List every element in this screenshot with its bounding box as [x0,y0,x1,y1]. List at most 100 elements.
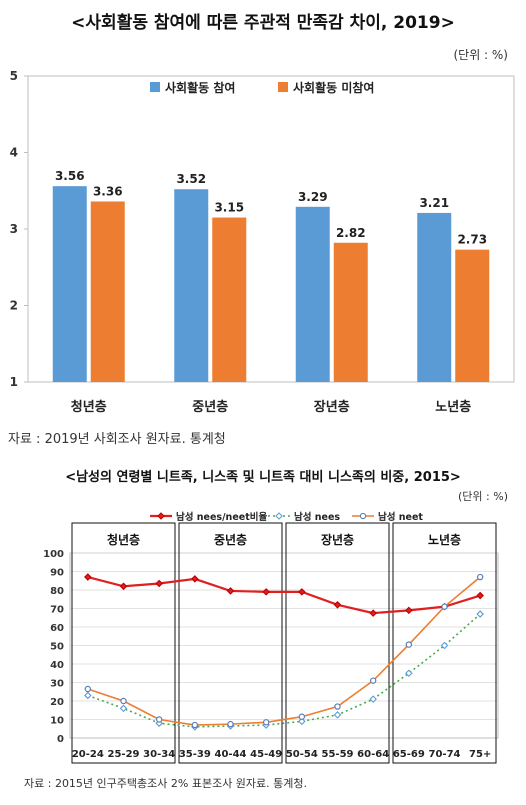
point-neet [441,603,448,610]
point-nees [191,723,199,731]
point-nees [476,610,484,618]
y-tick-label: 4 [10,146,18,160]
legend-label: 남성 nees/neet비율 [176,511,267,523]
data-label: 3.21 [419,196,449,210]
bar-non-participation [90,201,125,382]
point-neet [476,573,484,581]
bar-participation [174,189,209,382]
bar-participation [417,212,452,382]
point-neet [298,713,306,720]
point-nees-neet-ratio [191,575,199,583]
legend-marker [157,512,165,520]
y-tick-label: 3 [10,222,18,236]
bar-non-participation [333,242,368,382]
data-label: 2.82 [336,226,366,240]
x-tick-label: 청년층 [71,399,107,415]
age-group-label: 청년층 [107,532,140,547]
chart2-title: <남성의 연령별 니트족, 니스족 및 니트족 대비 니스족의 비중, 2015… [65,470,461,485]
age-group-label: 노년층 [428,532,461,547]
age-group-box [285,522,390,764]
x-tick-label: 장년층 [314,399,350,415]
point-nees [440,641,449,650]
bar-non-participation [212,217,247,382]
legend-marker [275,512,283,520]
y-tick-label: 60 [50,623,64,634]
data-label: 3.52 [176,172,206,186]
x-tick-label: 노년층 [435,399,471,415]
legend-label: 사회활동 미참여 [293,80,374,95]
point-nees-neet-ratio [405,606,413,615]
age-group-box [392,522,497,764]
y-tick-label: 2 [10,299,18,313]
series-line-neet [87,576,481,726]
chart1-source: 자료 : 2019년 사회조사 원자료. 통계청 [8,432,226,447]
y-tick-label: 5 [10,69,18,83]
point-nees [333,711,342,719]
x-tick-label: 50-54 [286,749,318,760]
x-tick-label: 60-64 [357,749,389,760]
point-neet [405,641,413,648]
point-nees [119,704,128,713]
y-tick-label: 1 [10,375,18,389]
point-nees [84,691,92,700]
data-label: 2.73 [457,233,487,247]
x-tick-label: 중년층 [192,399,228,415]
x-tick-label: 65-69 [393,749,425,760]
y-tick-label: 30 [50,679,64,690]
y-tick-label: 10 [50,716,64,727]
data-label: 3.29 [298,190,328,204]
point-nees [262,721,270,729]
legend-swatch [278,82,288,92]
point-neet [369,677,377,684]
point-nees-neet-ratio [476,591,484,600]
point-nees-neet-ratio [298,588,306,596]
point-neet [227,720,234,728]
age-group-box [178,522,283,764]
age-group-label: 장년층 [321,532,354,547]
point-neet [262,719,270,726]
bar-participation [295,206,330,382]
x-tick-label: 75+ [469,749,491,760]
point-nees-neet-ratio [333,601,342,609]
chart2-unit-note: (단위 : %) [458,490,508,503]
y-tick-label: 80 [50,586,64,597]
x-tick-label: 55-59 [322,749,354,760]
age-group-box [71,522,176,764]
y-tick-label: 0 [57,734,64,745]
point-neet [334,703,341,710]
point-nees-neet-ratio [226,587,235,595]
data-label: 3.56 [55,169,85,183]
data-label: 3.36 [93,184,123,198]
point-nees-neet-ratio [440,602,449,611]
x-tick-label: 35-39 [179,749,211,760]
point-nees [405,669,413,678]
chart1-unit-note: (단위 : %) [453,48,508,62]
point-nees-neet-ratio [84,573,92,581]
y-tick-label: 70 [50,605,64,616]
chart2-source: 자료 : 2015년 인구주택총조사 2% 표본조사 원자료. 통계청. [24,777,308,790]
bar-chart: 1 2 3 4 5 3.56 3.36 청년층 3.52 3.15 중년층 3.29 2.82 장년층 3.… [10,69,515,415]
x-tick-label: 70-74 [429,749,461,760]
bar-participation [52,186,87,382]
legend-marker [359,512,367,520]
x-tick-label: 25-29 [108,749,140,760]
series-line-nees [87,613,481,728]
y-tick-label: 100 [43,549,64,560]
point-nees-neet-ratio [155,579,163,588]
series-line-nees-neet-ratio [87,575,481,615]
legend-label: 남성 neet [378,511,423,523]
x-tick-label: 45-49 [250,749,282,760]
plot-frame [69,552,499,739]
point-nees [369,695,377,703]
legend-label: 사회활동 참여 [165,80,235,95]
data-label: 3.15 [214,201,244,215]
point-nees-neet-ratio [262,588,270,596]
age-group-label: 중년층 [214,532,247,547]
x-tick-label: 30-34 [143,749,175,760]
point-nees [226,722,235,730]
point-nees-neet-ratio [369,609,377,617]
legend-swatch [150,82,160,92]
point-neet [84,685,92,693]
bar-non-participation [455,249,490,382]
point-neet [120,697,127,705]
